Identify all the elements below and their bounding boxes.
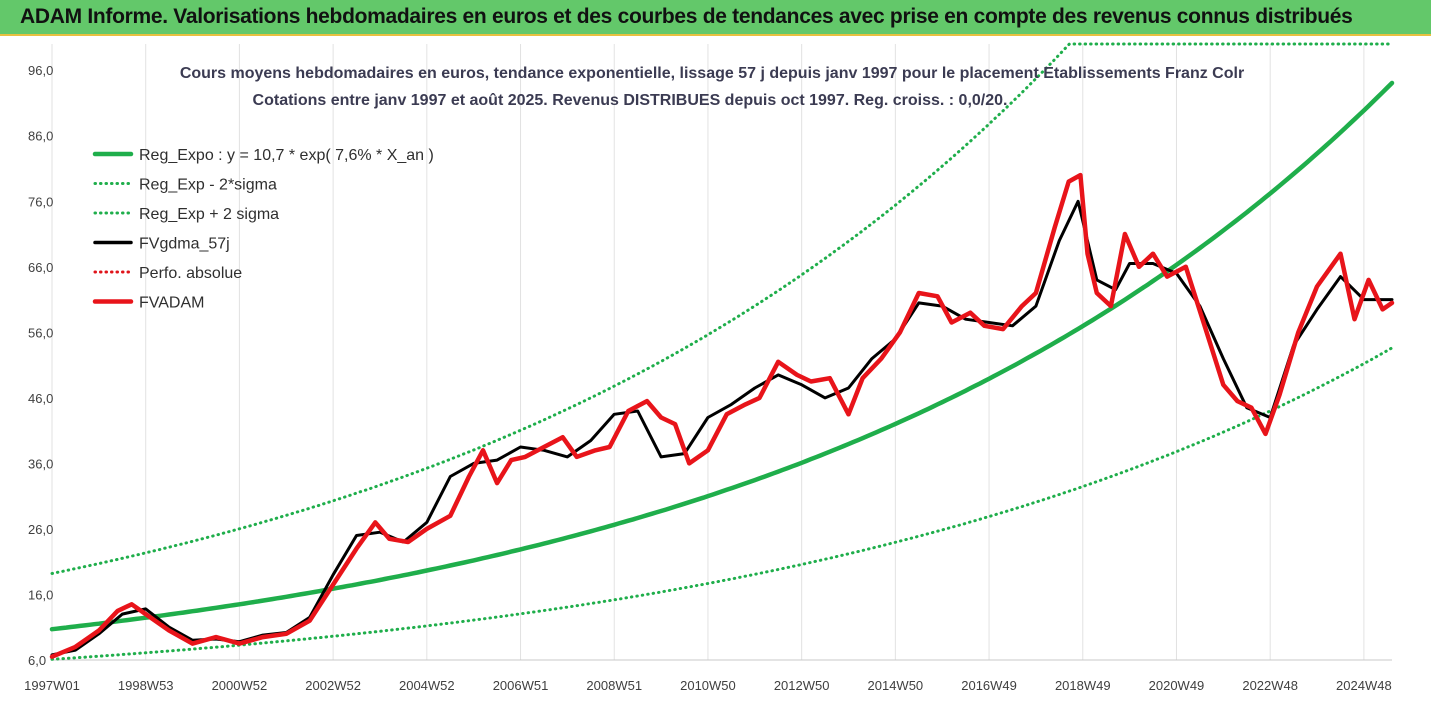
- y-tick-label: 26,0: [28, 522, 53, 537]
- x-tick-label: 2006W51: [493, 678, 549, 693]
- line-chart: 96,086,076,066,056,046,036,026,016,06,0 …: [0, 36, 1431, 718]
- y-tick-label: 36,0: [28, 456, 53, 471]
- x-tick-label: 2012W50: [774, 678, 830, 693]
- y-tick-label: 96,0: [28, 63, 53, 78]
- y-tick-label: 66,0: [28, 260, 53, 275]
- x-tick-label: 2004W52: [399, 678, 455, 693]
- legend-label: Perfo. absolue: [139, 265, 242, 282]
- x-tick-label: 2014W50: [868, 678, 924, 693]
- chart-subtitle: Cotations entre janv 1997 et août 2025. …: [253, 92, 1008, 109]
- legend-label: FVgdma_57j: [139, 236, 230, 253]
- chart-background: [0, 36, 1431, 718]
- y-tick-label: 76,0: [28, 194, 53, 209]
- x-tick-label: 2002W52: [305, 678, 361, 693]
- x-tick-label: 2018W49: [1055, 678, 1111, 693]
- chart-title: Cours moyens hebdomadaires en euros, ten…: [180, 65, 1244, 82]
- x-tick-label: 1998W53: [118, 678, 174, 693]
- y-tick-label: 16,0: [28, 587, 53, 602]
- series-line: [50, 346, 1394, 661]
- x-tick-label: 2022W48: [1242, 678, 1298, 693]
- x-tick-label: 2000W52: [212, 678, 268, 693]
- y-tick-label: 56,0: [28, 325, 53, 340]
- x-tick-label: 1997W01: [24, 678, 80, 693]
- chart-series: [49, 42, 1395, 661]
- x-tick-label: 2020W49: [1149, 678, 1205, 693]
- x-tick-label: 2008W51: [586, 678, 642, 693]
- y-tick-label: 6,0: [28, 653, 46, 668]
- x-tick-label: 2024W48: [1336, 678, 1392, 693]
- chart-legend: Reg_Expo : y = 10,7 * exp( 7,6% * X_an )…: [92, 147, 434, 312]
- x-tick-label: 2016W49: [961, 678, 1017, 693]
- y-tick-label: 46,0: [28, 391, 53, 406]
- report-banner: ADAM Informe. Valorisations hebdomadaire…: [0, 0, 1431, 36]
- x-tick-label: 2010W50: [680, 678, 736, 693]
- series-line: [49, 172, 1395, 659]
- x-axis-ticks: 1997W01 1998W53 2000W52 2002W52 2004W52 2006W…: [24, 678, 1392, 693]
- chart-grid: [51, 44, 1365, 660]
- legend-label: Reg_Exp - 2*sigma: [139, 177, 277, 194]
- legend-label: Reg_Expo : y = 10,7 * exp( 7,6% * X_an ): [139, 147, 434, 164]
- legend-label: Reg_Exp + 2 sigma: [139, 206, 279, 223]
- y-axis-ticks: 96,0 86,0 76,0 66,0 56,0 46,0 36,0 26,0 16,0 6,0: [28, 63, 53, 668]
- legend-label: FVADAM: [139, 295, 204, 312]
- report-title: ADAM Informe. Valorisations hebdomadaire…: [20, 5, 1353, 28]
- y-tick-label: 86,0: [28, 129, 53, 144]
- series-line: [50, 42, 1394, 575]
